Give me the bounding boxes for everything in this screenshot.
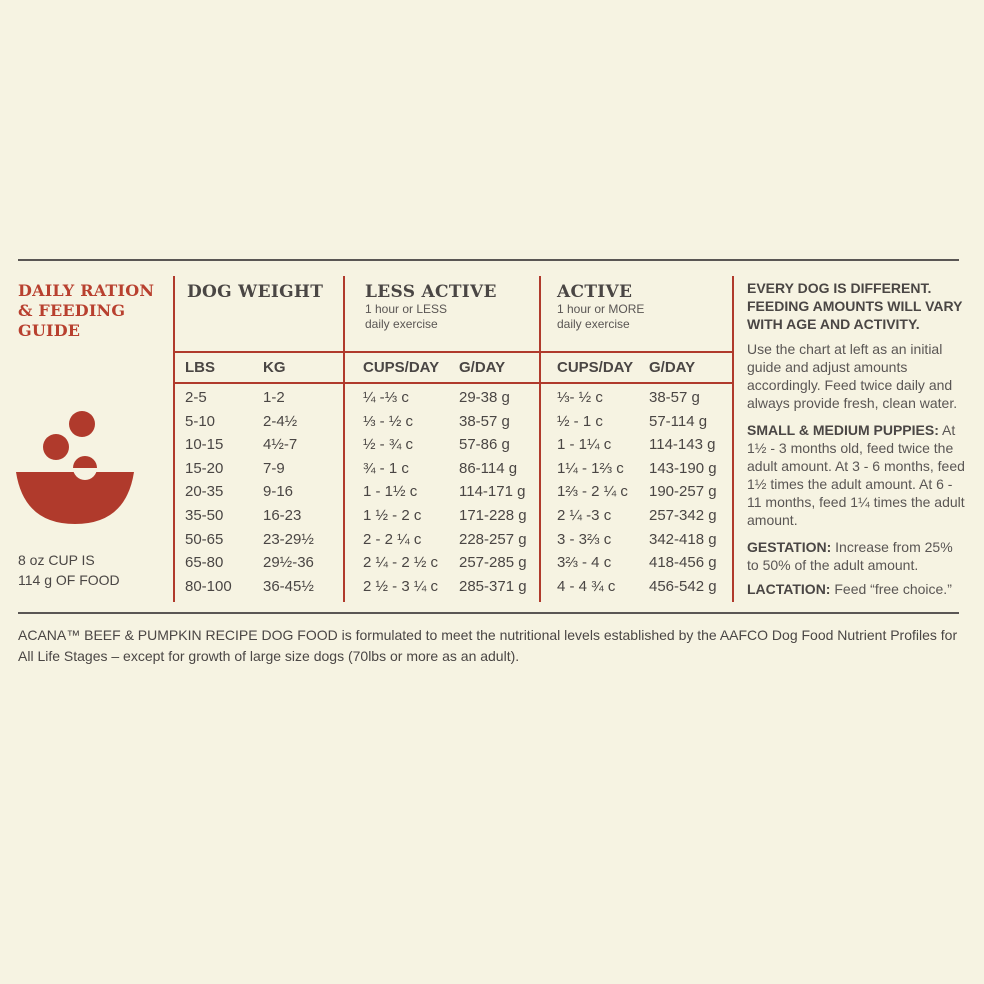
subheader-rule-weight: [175, 351, 343, 353]
cell-la-cups: ¾ - 1 c: [363, 459, 409, 477]
cell-la-cups: 2 - 2 ¼ c: [363, 530, 422, 548]
cell-la-cups: 2 ¼ - 2 ½ c: [363, 554, 439, 572]
cell-a-g: 418-456 g: [649, 554, 717, 572]
less-active-heading: LESS ACTIVE: [365, 282, 497, 302]
cell-a-g: 257-342 g: [649, 507, 717, 524]
cell-la-g: 38-57 g: [459, 412, 510, 430]
less-active-desc-2: daily exercise: [365, 317, 438, 331]
cell-a-g: 57-114 g: [649, 412, 708, 430]
header-rule-weight: [175, 382, 343, 384]
cell-la-g: 228-257 g: [459, 530, 527, 548]
cell-a-cups: 2 ¼ -3 c: [557, 507, 612, 524]
cell-lbs: 2-5: [185, 389, 207, 406]
cell-la-cups: ¼ -⅓ c: [363, 389, 409, 406]
cell-kg: 4½-7: [263, 436, 298, 454]
lactation-text: Feed “free choice.”: [830, 581, 952, 597]
cell-a-g: 143-190 g: [649, 459, 717, 477]
cell-la-cups: 1 - 1½ c: [363, 483, 418, 501]
dog-weight-heading: DOG WEIGHT: [187, 282, 324, 302]
cell-kg: 29½-36: [263, 554, 314, 572]
cell-lbs: 80-100: [185, 577, 232, 595]
cell-kg: 36-45½: [263, 577, 314, 595]
cup-note-line-1: 8 oz CUP IS: [18, 552, 95, 568]
puppies-note: SMALL & MEDIUM PUPPIES: At 1½ - 3 months…: [747, 421, 965, 529]
lbs-header: LBS: [185, 359, 215, 376]
active-desc-2: daily exercise: [557, 317, 630, 331]
cell-la-g: 57-86 g: [459, 436, 510, 454]
cell-la-g: 257-285 g: [459, 554, 527, 572]
cell-kg: 16-23: [263, 507, 302, 524]
cell-kg: 7-9: [263, 459, 285, 477]
cup-note-line-2: 114 g OF FOOD: [18, 572, 120, 588]
cell-a-g: 190-257 g: [649, 483, 717, 501]
active-desc-1: 1 hour or MORE: [557, 302, 645, 316]
cell-kg: 9-16: [263, 483, 294, 501]
divider-4: [732, 276, 734, 602]
cell-la-cups: 1 ½ - 2 c: [363, 507, 422, 524]
cell-a-cups: ½ - 1 c: [557, 412, 603, 430]
cell-a-cups: ⅓- ½ c: [557, 389, 603, 406]
cell-la-g: 171-228 g: [459, 507, 527, 524]
cell-a-cups: 1¼ - 1⅔ c: [557, 459, 624, 477]
cell-la-g: 114-171 g: [459, 483, 526, 501]
lactation-label: LACTATION:: [747, 581, 831, 597]
cell-la-cups: ½ - ¾ c: [363, 436, 414, 454]
bottom-rule: [18, 612, 959, 614]
puppies-label: SMALL & MEDIUM PUPPIES:: [747, 422, 939, 438]
cell-la-cups: ⅓ - ½ c: [363, 412, 414, 430]
less-active-grams-header: G/DAY: [459, 359, 506, 376]
page-title: DAILY RATION & FEEDING GUIDE: [18, 281, 155, 340]
cell-a-cups: 4 - 4 ¾ c: [557, 577, 616, 595]
food-bowl-icon: [16, 411, 134, 524]
active-cups-header: CUPS/DAY: [557, 359, 634, 376]
cell-a-cups: 1⅔ - 2 ¼ c: [557, 483, 628, 501]
cell-lbs: 50-65: [185, 530, 224, 548]
cell-a-cups: 3⅔ - 4 c: [557, 554, 612, 572]
gestation-note: GESTATION: Increase from 25% to 50% of t…: [747, 538, 965, 574]
cell-lbs: 10-15: [185, 436, 224, 454]
cell-la-cups: 2 ½ - 3 ¼ c: [363, 577, 439, 595]
header-rule-active: [541, 382, 732, 384]
lactation-note: LACTATION: Feed “free choice.”: [747, 580, 965, 598]
aafco-statement: ACANA™ BEEF & PUMPKIN RECIPE DOG FOOD is…: [18, 627, 958, 664]
cell-lbs: 20-35: [185, 483, 224, 501]
divider-1: [173, 276, 175, 602]
cell-la-g: 86-114 g: [459, 459, 518, 477]
cell-a-g: 456-542 g: [649, 577, 717, 595]
active-grams-header: G/DAY: [649, 359, 696, 376]
cell-lbs: 15-20: [185, 459, 224, 477]
less-active-desc-1: 1 hour or LESS: [365, 302, 448, 316]
gestation-text: Increase from 25% to 50% of the adult am…: [747, 539, 953, 573]
less-active-cups-header: CUPS/DAY: [363, 359, 440, 376]
cell-kg: 1-2: [263, 389, 285, 406]
cell-a-cups: 3 - 3⅔ c: [557, 530, 612, 548]
cell-lbs: 35-50: [185, 507, 224, 524]
cell-la-g: 29-38 g: [459, 389, 510, 406]
divider-2: [343, 276, 345, 602]
subheader-rule-less-active: [345, 351, 539, 353]
cell-a-g: 114-143 g: [649, 436, 716, 454]
cell-lbs: 5-10: [185, 412, 216, 430]
cell-lbs: 65-80: [185, 554, 224, 572]
subheader-rule-active: [541, 351, 732, 353]
cell-kg: 2-4½: [263, 412, 298, 430]
kg-header: KG: [263, 359, 286, 376]
cell-a-g: 342-418 g: [649, 530, 717, 548]
intro-text: Use the chart at left as an initial guid…: [747, 341, 958, 411]
active-heading: ACTIVE: [557, 282, 633, 302]
top-rule: [18, 259, 959, 261]
divider-3: [539, 276, 541, 602]
cell-kg: 23-29½: [263, 530, 314, 548]
cell-a-cups: 1 - 1¼ c: [557, 436, 612, 454]
cup-note: 8 oz CUP IS 114 g OF FOOD: [18, 550, 120, 590]
variation-headline: EVERY DOG IS DIFFERENT. FEEDING AMOUNTS …: [747, 280, 963, 332]
header-rule-less-active: [345, 382, 539, 384]
cell-la-g: 285-371 g: [459, 577, 527, 595]
puppies-text: At 1½ - 3 months old, feed twice the adu…: [747, 422, 965, 528]
gestation-label: GESTATION:: [747, 539, 832, 555]
cell-a-g: 38-57 g: [649, 389, 700, 406]
